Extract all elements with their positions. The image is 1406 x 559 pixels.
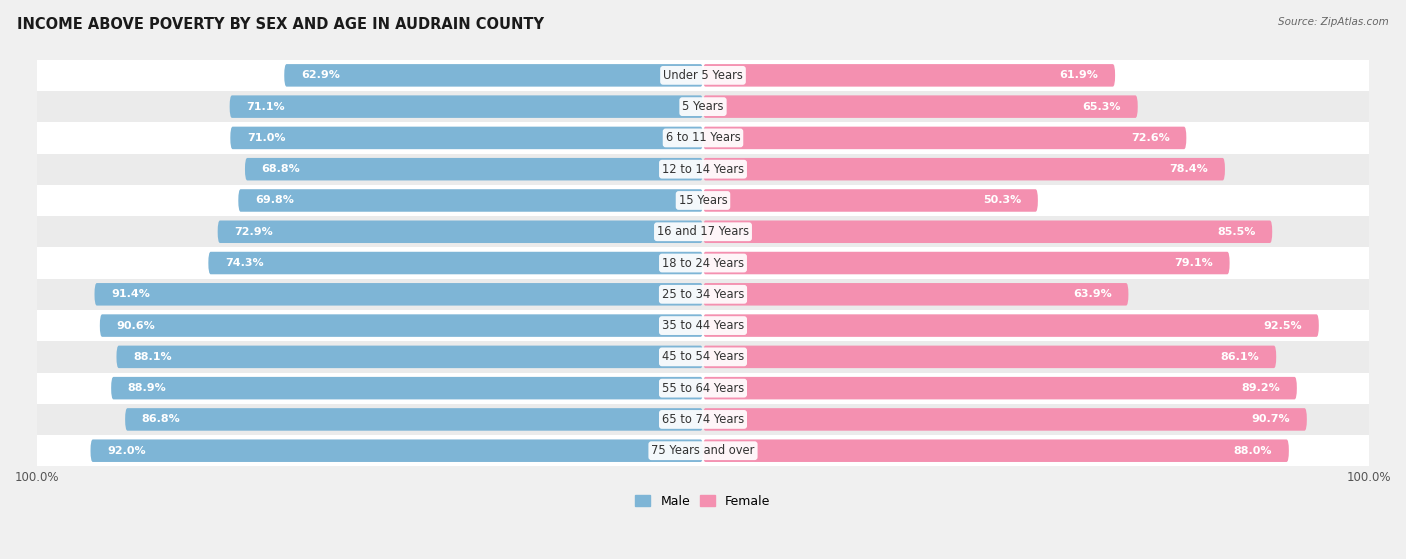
FancyBboxPatch shape	[703, 189, 1038, 212]
Bar	[37, 154, 1369, 185]
Text: 92.0%: 92.0%	[107, 446, 146, 456]
Text: 72.6%: 72.6%	[1130, 133, 1170, 143]
FancyBboxPatch shape	[284, 64, 703, 87]
FancyBboxPatch shape	[703, 408, 1306, 430]
FancyBboxPatch shape	[117, 345, 703, 368]
FancyBboxPatch shape	[703, 127, 1187, 149]
Text: Source: ZipAtlas.com: Source: ZipAtlas.com	[1278, 17, 1389, 27]
Bar	[37, 91, 1369, 122]
Text: 91.4%: 91.4%	[111, 290, 150, 299]
FancyBboxPatch shape	[703, 252, 1230, 274]
Bar	[37, 310, 1369, 341]
FancyBboxPatch shape	[703, 283, 1129, 306]
Text: 72.9%: 72.9%	[235, 227, 273, 237]
Text: 55 to 64 Years: 55 to 64 Years	[662, 382, 744, 395]
FancyBboxPatch shape	[218, 220, 703, 243]
Bar	[37, 435, 1369, 466]
FancyBboxPatch shape	[90, 439, 703, 462]
Bar	[37, 122, 1369, 154]
FancyBboxPatch shape	[245, 158, 703, 181]
FancyBboxPatch shape	[703, 377, 1296, 400]
Text: 50.3%: 50.3%	[983, 196, 1021, 206]
FancyBboxPatch shape	[100, 314, 703, 337]
Text: 88.1%: 88.1%	[134, 352, 172, 362]
Text: 69.8%: 69.8%	[254, 196, 294, 206]
FancyBboxPatch shape	[208, 252, 703, 274]
Bar	[37, 279, 1369, 310]
Text: 71.0%: 71.0%	[247, 133, 285, 143]
Text: 62.9%: 62.9%	[301, 70, 340, 80]
Text: 61.9%: 61.9%	[1060, 70, 1098, 80]
FancyBboxPatch shape	[703, 345, 1277, 368]
Text: 74.3%: 74.3%	[225, 258, 263, 268]
Text: 15 Years: 15 Years	[679, 194, 727, 207]
FancyBboxPatch shape	[703, 314, 1319, 337]
Bar	[37, 60, 1369, 91]
Bar	[37, 185, 1369, 216]
Text: 68.8%: 68.8%	[262, 164, 301, 174]
Text: 45 to 54 Years: 45 to 54 Years	[662, 350, 744, 363]
Text: 85.5%: 85.5%	[1218, 227, 1256, 237]
Text: 25 to 34 Years: 25 to 34 Years	[662, 288, 744, 301]
Text: 75 Years and over: 75 Years and over	[651, 444, 755, 457]
Bar	[37, 372, 1369, 404]
Text: 35 to 44 Years: 35 to 44 Years	[662, 319, 744, 332]
Text: 65 to 74 Years: 65 to 74 Years	[662, 413, 744, 426]
Text: 88.9%: 88.9%	[128, 383, 166, 393]
Text: 6 to 11 Years: 6 to 11 Years	[665, 131, 741, 144]
Text: 65.3%: 65.3%	[1083, 102, 1121, 112]
Text: 71.1%: 71.1%	[246, 102, 285, 112]
Text: INCOME ABOVE POVERTY BY SEX AND AGE IN AUDRAIN COUNTY: INCOME ABOVE POVERTY BY SEX AND AGE IN A…	[17, 17, 544, 32]
Bar	[37, 216, 1369, 248]
Bar	[37, 341, 1369, 372]
FancyBboxPatch shape	[703, 158, 1225, 181]
FancyBboxPatch shape	[703, 220, 1272, 243]
Text: 90.6%: 90.6%	[117, 321, 155, 330]
Bar	[37, 248, 1369, 279]
Text: 18 to 24 Years: 18 to 24 Years	[662, 257, 744, 269]
Text: 86.1%: 86.1%	[1220, 352, 1260, 362]
FancyBboxPatch shape	[238, 189, 703, 212]
FancyBboxPatch shape	[94, 283, 703, 306]
Text: 89.2%: 89.2%	[1241, 383, 1281, 393]
Text: 16 and 17 Years: 16 and 17 Years	[657, 225, 749, 238]
Text: 63.9%: 63.9%	[1073, 290, 1112, 299]
Text: 5 Years: 5 Years	[682, 100, 724, 113]
FancyBboxPatch shape	[111, 377, 703, 400]
Text: 79.1%: 79.1%	[1174, 258, 1213, 268]
Text: Under 5 Years: Under 5 Years	[664, 69, 742, 82]
Bar	[37, 404, 1369, 435]
FancyBboxPatch shape	[703, 439, 1289, 462]
FancyBboxPatch shape	[125, 408, 703, 430]
Text: 86.8%: 86.8%	[142, 414, 180, 424]
Text: 12 to 14 Years: 12 to 14 Years	[662, 163, 744, 176]
Text: 78.4%: 78.4%	[1170, 164, 1208, 174]
Legend: Male, Female: Male, Female	[630, 490, 776, 513]
Text: 90.7%: 90.7%	[1251, 414, 1291, 424]
FancyBboxPatch shape	[703, 96, 1137, 118]
FancyBboxPatch shape	[231, 127, 703, 149]
Text: 92.5%: 92.5%	[1264, 321, 1302, 330]
FancyBboxPatch shape	[229, 96, 703, 118]
FancyBboxPatch shape	[703, 64, 1115, 87]
Text: 88.0%: 88.0%	[1233, 446, 1272, 456]
